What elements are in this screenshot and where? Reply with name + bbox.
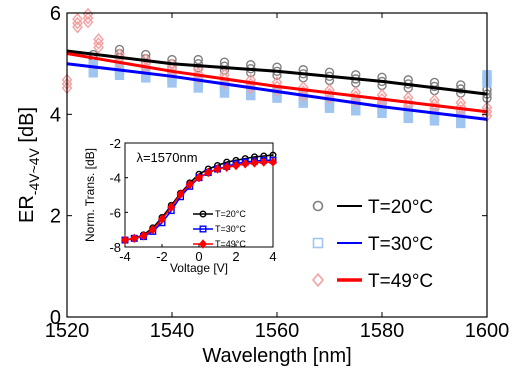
x-tick-label: 1580 (360, 320, 405, 342)
inset-legend-marker (199, 239, 207, 249)
data-point (140, 53, 152, 66)
inset-chart: -4 -2 0 2 4 -8 -6 -4 -2 λ=1570nm T=20°C T=30°C T=49°… (83, 136, 277, 275)
inset-data-point (222, 162, 231, 172)
inset-y-tick-label: -6 (109, 205, 121, 220)
inset-x-tick-label: 2 (232, 249, 239, 264)
legend-marker (312, 200, 324, 212)
inset-y-tick-label: -4 (109, 171, 121, 186)
data-point (350, 86, 362, 99)
inset-data-point (121, 235, 129, 245)
legend-label: T=30°C (368, 234, 433, 255)
y-axis-label-sub: -4V~4V (26, 147, 42, 195)
y-axis-label: ER-4V~4V [dB] (16, 107, 42, 223)
inset-legend-label: T=49°C (215, 239, 246, 249)
inset-x-axis-label: Voltage [V] (170, 261, 228, 275)
data-point (456, 80, 466, 90)
inset-legend-marker (199, 210, 207, 218)
data-point (324, 83, 335, 97)
data-point (72, 12, 83, 26)
data-point (297, 81, 309, 94)
x-tick-label: 1600 (465, 320, 510, 342)
y-tick-label: 0 (50, 307, 61, 329)
inset-y-tick-label: -8 (109, 240, 121, 255)
series-line (66, 49, 488, 96)
legend-marker (312, 237, 324, 249)
x-tick-label: 1560 (255, 320, 300, 342)
y-axis-label-main: ER (16, 195, 38, 223)
inset-data-point (167, 202, 176, 212)
legend-label: T=20°C (368, 197, 433, 218)
inset-data-point (269, 157, 277, 167)
inset-x-tick-label: 0 (195, 249, 202, 264)
data-point (245, 73, 257, 87)
inset-legend-label: T=30°C (215, 224, 246, 234)
inset-data-point (195, 172, 203, 183)
inset-data-point (158, 214, 166, 224)
inset-x-tick-label: -4 (119, 249, 131, 264)
inset-y-axis-label: Norm. Trans. [dB] (83, 148, 97, 242)
inset-data-point (250, 158, 259, 168)
main-chart: 1520 1540 1560 1580 1600 0 2 4 6 Wavelength [nm] E… (16, 3, 509, 367)
inset-data-point (185, 179, 194, 190)
data-point (82, 7, 94, 21)
inset-x-tick-label: -2 (156, 249, 168, 264)
series-line (66, 52, 488, 114)
y-tick-label: 4 (50, 104, 61, 126)
series-line (66, 62, 488, 121)
inset-x-tick-label: 4 (269, 249, 276, 264)
inset-data-point (139, 231, 148, 241)
x-tick-label: 1540 (150, 320, 195, 342)
y-axis-label-unit: [dB] (16, 107, 38, 148)
inset-data-point (176, 189, 185, 199)
inset-data-point (213, 164, 222, 174)
data-point (93, 33, 104, 46)
data-point (114, 48, 125, 61)
inset-data-point (232, 160, 240, 171)
inset-y-tick-label: -2 (109, 136, 121, 151)
inset-legend-marker (199, 225, 207, 233)
x-tick-label: 1520 (45, 320, 90, 342)
inset-data-point (204, 167, 213, 178)
y-tick-label: 6 (50, 3, 61, 25)
inset-legend-label: T=20°C (215, 209, 246, 219)
inset-annotation: λ=1570nm (136, 150, 197, 165)
y-tick-label: 2 (50, 206, 61, 228)
legend-marker (312, 272, 324, 288)
x-axis-label: Wavelength [nm] (202, 345, 351, 367)
inset-data-point (259, 157, 268, 167)
legend-label: T=49°C (368, 271, 433, 292)
data-point (88, 59, 98, 70)
inset-data-point (241, 159, 250, 169)
inset-data-point (130, 233, 139, 244)
inset-data-point (148, 224, 157, 235)
